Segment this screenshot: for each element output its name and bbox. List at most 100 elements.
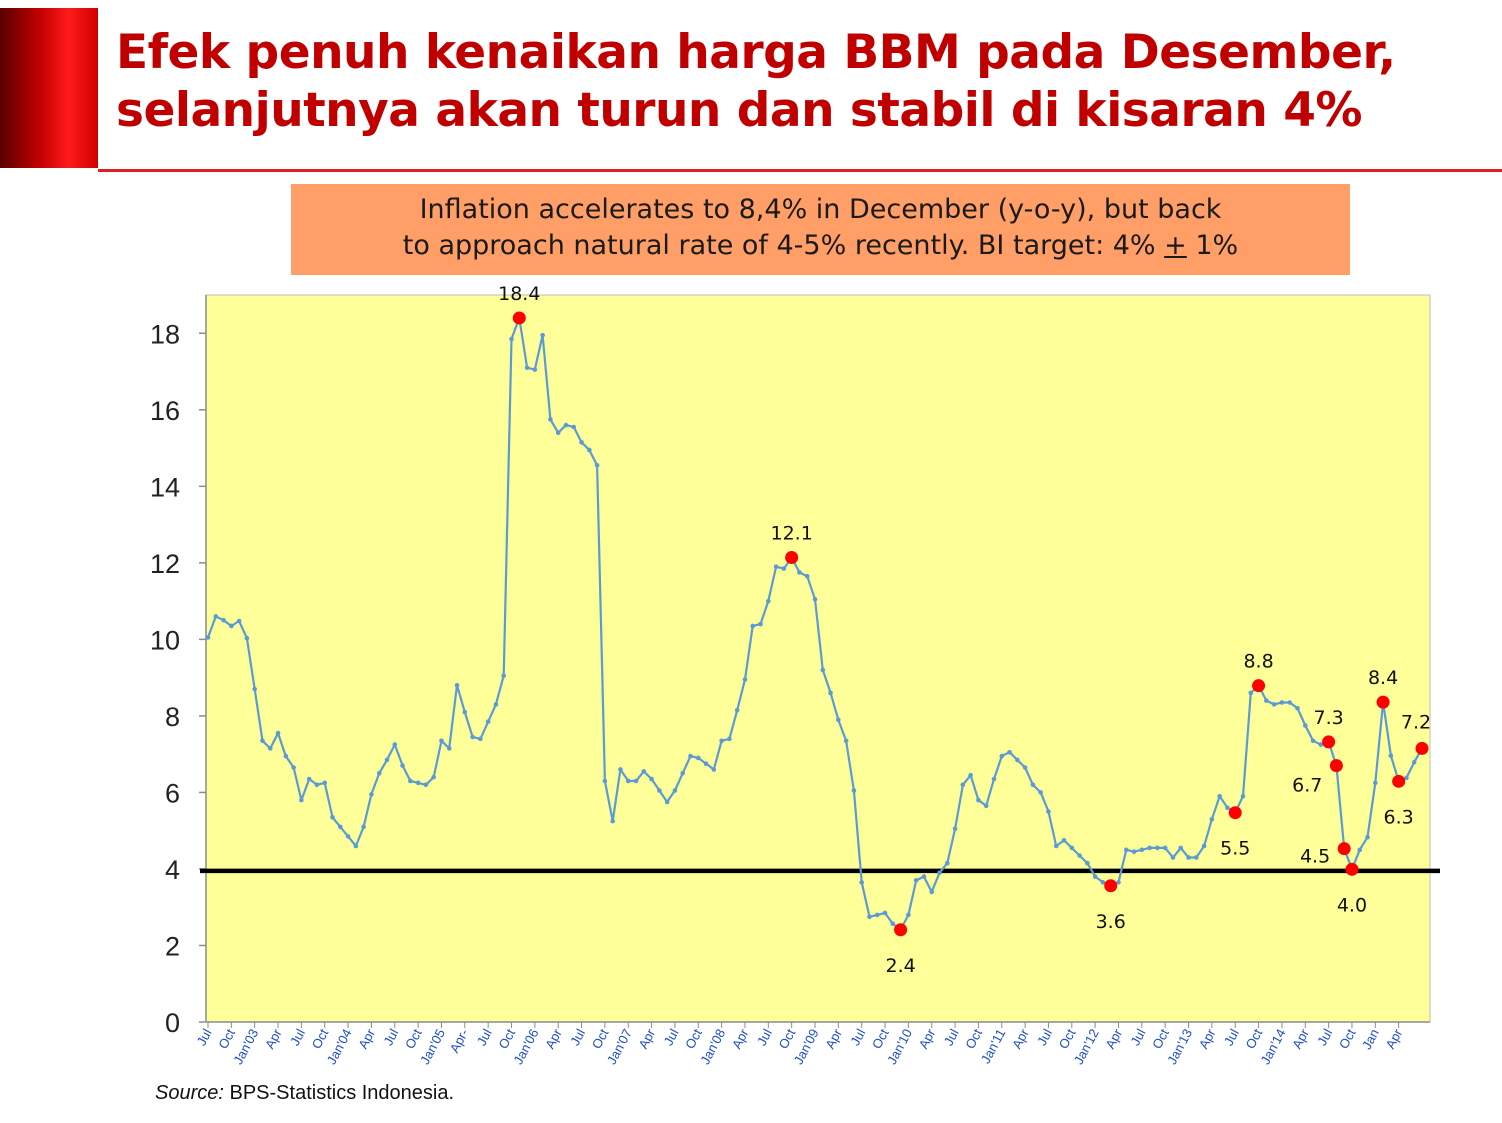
x-tick-label: Jul xyxy=(380,1026,401,1048)
x-tick-label: Apr xyxy=(1289,1026,1312,1051)
series-point xyxy=(1217,793,1222,799)
x-tick-label: Oct xyxy=(215,1026,238,1051)
series-point xyxy=(361,824,366,830)
series-point xyxy=(369,792,374,797)
series-point xyxy=(991,776,997,782)
x-tick-label: Jul xyxy=(1127,1026,1148,1048)
series-point xyxy=(1069,845,1075,851)
series-point xyxy=(1178,845,1184,851)
x-tick-label: Oct xyxy=(1242,1026,1265,1051)
series-point xyxy=(446,746,452,751)
y-tick-label: 8 xyxy=(165,702,180,732)
series-point xyxy=(1411,759,1417,765)
series-point xyxy=(1365,834,1370,840)
series-point xyxy=(680,770,686,776)
series-point xyxy=(540,332,545,338)
series-point xyxy=(376,770,382,776)
highlight-marker xyxy=(1228,806,1242,820)
series-point xyxy=(1015,757,1020,763)
x-tick-label: Apr xyxy=(542,1026,565,1051)
series-point xyxy=(882,910,888,916)
series-point xyxy=(1007,749,1012,755)
series-point xyxy=(1116,880,1121,885)
series-point xyxy=(299,797,304,803)
series-point xyxy=(913,878,919,883)
x-tick-label: Oct xyxy=(776,1026,799,1051)
x-tick-label: Jul xyxy=(847,1026,868,1048)
series-point xyxy=(1092,874,1098,879)
x-tick-label: Jul xyxy=(941,1026,962,1048)
series-point xyxy=(306,776,312,782)
series-point xyxy=(275,730,281,736)
series-point xyxy=(392,742,398,747)
highlight-label: 18.4 xyxy=(498,283,540,305)
x-tick-label: Apr- xyxy=(447,1026,472,1055)
series-point xyxy=(649,776,654,782)
series-point xyxy=(1201,843,1207,849)
series-point xyxy=(415,780,421,786)
x-tick-label: Apr xyxy=(1383,1026,1406,1051)
x-tick-label: Oct xyxy=(1336,1026,1359,1051)
series-point xyxy=(244,635,250,641)
x-tick-label: Apr xyxy=(1102,1026,1125,1051)
series-point xyxy=(1139,847,1145,853)
series-point xyxy=(976,797,981,803)
series-point xyxy=(1022,765,1028,770)
series-point xyxy=(641,769,647,774)
x-tick-label: Jul xyxy=(1034,1026,1055,1048)
x-tick-label: Apr xyxy=(729,1026,752,1051)
highlight-label: 4.5 xyxy=(1300,846,1330,868)
highlight-marker xyxy=(1392,774,1406,788)
highlight-label: 5.5 xyxy=(1220,838,1250,860)
highlight-label: 6.3 xyxy=(1384,806,1414,828)
x-tick-label: Jul xyxy=(287,1026,308,1048)
series-point xyxy=(431,774,436,780)
series-point xyxy=(571,424,577,430)
series-point xyxy=(711,767,717,772)
series-point xyxy=(804,573,810,579)
series-point xyxy=(485,719,491,724)
series-point xyxy=(944,860,950,866)
source-label: Source: xyxy=(155,1082,224,1104)
series-point xyxy=(587,447,592,453)
highlight-marker xyxy=(1322,735,1336,749)
series-point xyxy=(330,814,335,820)
series-point xyxy=(470,734,475,740)
series-point xyxy=(462,709,468,715)
series-point xyxy=(252,686,257,692)
highlight-marker xyxy=(512,311,526,325)
highlight-label: 8.8 xyxy=(1243,651,1273,673)
series-point xyxy=(906,912,911,918)
series-point xyxy=(1302,723,1308,728)
x-tick-label: Jul xyxy=(1221,1026,1242,1048)
series-point xyxy=(688,753,693,759)
x-tick-label: Oct xyxy=(495,1026,518,1051)
x-tick-label: Oct xyxy=(589,1026,612,1051)
highlight-label: 12.1 xyxy=(770,522,812,544)
series-point xyxy=(1131,849,1137,855)
series-point xyxy=(1264,698,1269,703)
series-point xyxy=(1318,742,1324,747)
series-point xyxy=(602,778,608,784)
series-point xyxy=(890,921,896,926)
series-point xyxy=(921,874,927,879)
series-point xyxy=(1357,847,1363,853)
plot-area xyxy=(205,294,1431,1023)
highlight-label: 7.2 xyxy=(1401,711,1431,733)
series-point xyxy=(384,757,390,763)
highlight-label: 2.4 xyxy=(885,955,915,977)
callout-line-1: Inflation accelerates to 8,4% in Decembe… xyxy=(419,194,1222,225)
highlight-marker xyxy=(1329,759,1343,773)
x-tick-label: Oct xyxy=(1149,1026,1172,1051)
series-point xyxy=(221,617,226,623)
x-tick-label: Jul xyxy=(194,1026,215,1048)
series-point xyxy=(695,755,701,761)
x-tick-label: Apr xyxy=(822,1026,845,1051)
series-point xyxy=(1404,775,1409,781)
source-note: Source: BPS-Statistics Indonesia. xyxy=(155,1082,454,1105)
series-point xyxy=(1147,845,1152,851)
series-point xyxy=(937,870,942,876)
y-tick-label: 18 xyxy=(150,319,180,349)
series-point xyxy=(229,623,234,629)
callout-line-2-prefix: to approach natural rate of 4-5% recentl… xyxy=(402,230,1165,261)
